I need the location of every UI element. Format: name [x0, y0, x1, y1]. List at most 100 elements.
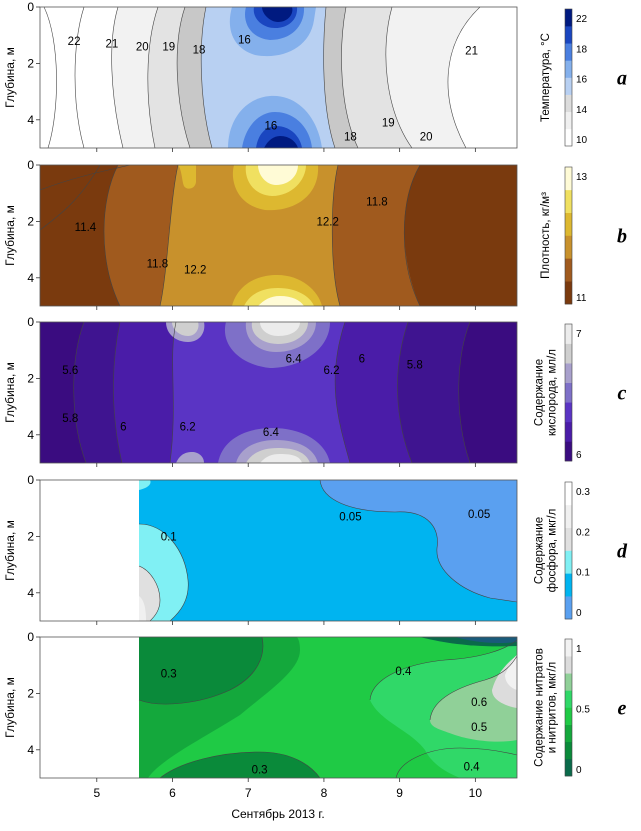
contour-label-c-6: 6.2	[324, 365, 340, 377]
panel-a: 22 21 20 19 18 16 16 18 19 20 21	[39, 6, 518, 149]
panel-d: 0.05 0.05 0.1	[39, 479, 518, 622]
colorbar-frame-b	[564, 166, 573, 305]
colorbar-tick-c-1: 6	[576, 450, 582, 461]
panel-letter-a: a	[617, 68, 627, 90]
contour-label-a-2: 20	[136, 41, 149, 53]
colorbar-swatch-d-4	[565, 504, 572, 528]
colorbar-tick-a-4: 10	[576, 135, 588, 146]
colorbar-swatch-b-2	[565, 235, 572, 259]
contour-labels-d: 0.05 0.05 0.1	[161, 509, 491, 544]
contour-label-e-3: 0.5	[471, 722, 487, 734]
colorbar-title-c-0: Содержание	[534, 359, 546, 426]
contour-label-a-8: 19	[382, 118, 395, 130]
colorbar-tick-b-0: 13	[576, 172, 588, 183]
colorbar-swatch-e-6	[565, 656, 572, 674]
contour-label-c-3: 6.2	[180, 421, 196, 433]
colorbar-swatch-a-0	[565, 128, 572, 147]
y-tick-label-d-2: 4	[27, 586, 34, 600]
colorbar-swatch-b-1	[565, 258, 572, 282]
contour-labels-a: 22 21 20 19 18 16 16 18 19 20 21	[68, 34, 478, 143]
panel-b-fill: 11.4 11.8 12.2 12.2 11.8	[40, 165, 517, 306]
x-tick-label-1: 6	[169, 786, 176, 800]
colorbar-title-e-1: и нитритов, мкг/л	[547, 662, 559, 754]
panel-d-fill: 0.05 0.05 0.1	[40, 480, 517, 621]
y-tick-label-e-1: 2	[27, 686, 34, 700]
y-tick-label-c-1: 2	[27, 371, 34, 385]
contour-label-e-0: 0.3	[161, 669, 177, 681]
colorbar-swatch-e-4	[565, 690, 572, 708]
colorbar-swatch-c-3	[565, 382, 572, 403]
colorbar-swatch-d-0	[565, 596, 572, 620]
x-axis-title: Сентябрь 2013 г.	[231, 807, 324, 821]
colorbar-tick-d-3: 0	[576, 608, 582, 619]
colorbar-swatch-c-6	[565, 324, 572, 344]
colorbar-swatch-d-3	[565, 527, 572, 551]
panel-letter-b: b	[617, 226, 627, 248]
colorbar-swatch-b-0	[565, 281, 572, 305]
colorbar-tick-b-1: 11	[576, 293, 587, 304]
colorbar-frame-e	[564, 638, 573, 777]
colorbar-tick-a-2: 16	[576, 75, 588, 86]
colorbar-swatch-e-7	[565, 639, 572, 657]
y-tick-label-b-0: 0	[27, 158, 34, 172]
contour-label-b-4: 11.8	[366, 197, 388, 209]
contour-label-c-2: 6	[120, 421, 126, 433]
y-tick-label-b-2: 4	[27, 271, 34, 285]
colorbar-tick-a-1: 18	[576, 44, 588, 55]
contour-label-a-9: 20	[420, 132, 433, 144]
colorbar-tick-d-1: 0.2	[576, 527, 590, 538]
contour-label-e-1: 0.4	[395, 666, 412, 678]
colorbar-tick-a-3: 14	[576, 105, 588, 116]
x-tick-label-0: 5	[93, 786, 100, 800]
x-tick-label-2: 7	[245, 786, 252, 800]
colorbar-swatch-a-2	[565, 94, 572, 113]
contour-labels-e: 0.3 0.4 0.6 0.5 0.4 0.3	[161, 666, 487, 777]
colorbar-swatch-d-2	[565, 550, 572, 574]
contour-label-c-7: 6	[359, 354, 365, 366]
contour-label-a-10: 21	[465, 46, 478, 58]
colorbar-swatch-b-3	[565, 212, 572, 236]
panel-letter-c: c	[618, 383, 627, 405]
colorbar-swatch-c-5	[565, 343, 572, 364]
contour-label-c-5: 6.4	[286, 354, 303, 366]
panel-letter-d: d	[617, 541, 628, 563]
x-axis: 5 6 7 8 9 10	[93, 786, 482, 800]
colorbar-swatch-b-4	[565, 189, 572, 213]
contour-label-d-2: 0.1	[161, 531, 177, 543]
contour-label-c-0: 5.6	[62, 365, 78, 377]
contour-label-e-5: 0.3	[252, 765, 268, 777]
contour-label-c-4: 6.4	[263, 427, 280, 439]
colorbar-swatch-a-1	[565, 111, 572, 130]
y-axis-title-e: Глубина, м	[3, 677, 17, 738]
y-axis-title-c: Глубина, м	[3, 362, 17, 423]
contour-label-d-1: 0.05	[468, 509, 490, 521]
colorbar-swatch-a-7	[565, 9, 572, 27]
colorbar-swatch-e-2	[565, 724, 572, 743]
contour-label-a-7: 18	[344, 132, 357, 144]
colorbar-tick-e-2: 0	[576, 765, 582, 776]
contour-label-a-1: 21	[106, 39, 119, 51]
contour-label-a-4: 18	[193, 44, 206, 56]
panel-a-fill: 22 21 20 19 18 16 16 18 19 20 21	[40, 7, 517, 148]
contour-labels-c: 5.6 5.8 6 6.2 6.4 6.4 6.2 6 5.8	[62, 354, 422, 439]
colorbar-swatch-e-1	[565, 741, 572, 760]
colorbar-tick-d-2: 0.1	[576, 568, 590, 579]
y-axis-title-b: Глубина, м	[3, 205, 17, 266]
contour-label-a-0: 22	[68, 36, 81, 48]
contour-label-b-0: 11.4	[75, 222, 97, 234]
colorbar-swatch-b-5	[565, 167, 572, 191]
y-tick-label-b-1: 2	[27, 214, 34, 228]
colorbar-swatch-a-4	[565, 60, 572, 78]
panel-c-fill: 5.6 5.8 6 6.2 6.4 6.4 6.2 6 5.8	[40, 322, 517, 463]
colorbar-title-b-0: Плотность, кг/м³	[540, 192, 552, 279]
colorbar-swatch-d-1	[565, 573, 572, 597]
y-axis-title-d: Глубина, м	[3, 520, 17, 581]
colorbar-swatch-c-2	[565, 402, 572, 423]
contour-label-a-6: 16	[265, 120, 278, 132]
y-tick-label-e-2: 4	[27, 743, 34, 757]
y-tick-label-a-1: 2	[27, 56, 34, 70]
x-tick-label-3: 8	[321, 786, 328, 800]
contour-label-a-3: 19	[162, 41, 175, 53]
